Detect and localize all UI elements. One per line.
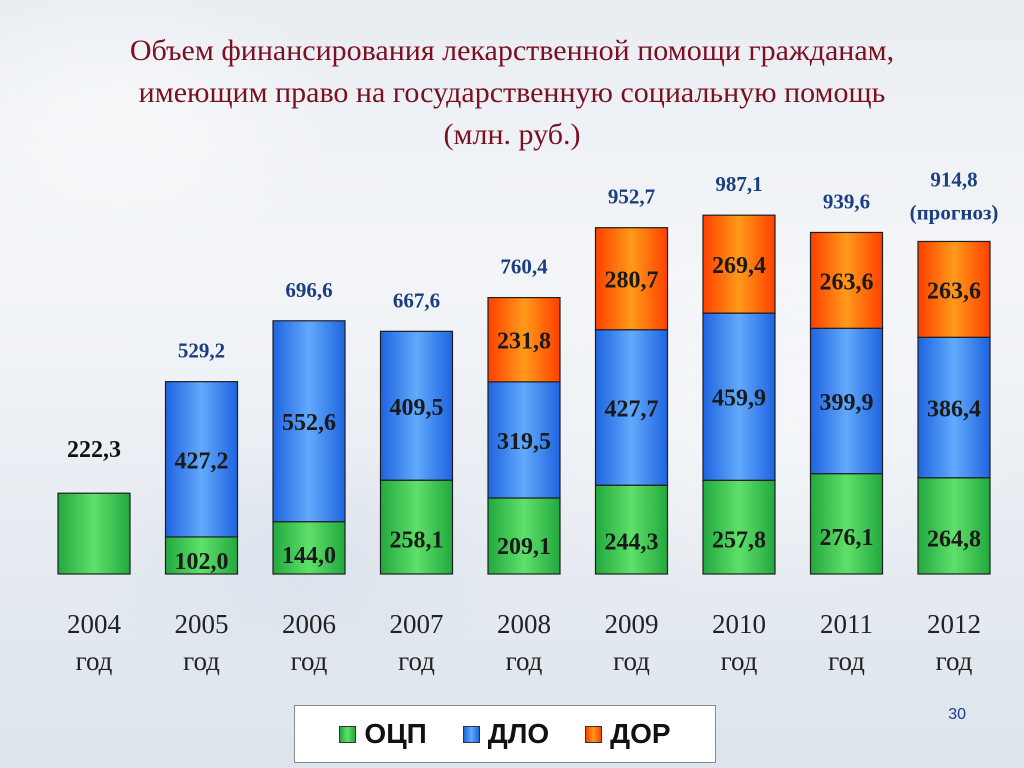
total-label-2010: 987,1 (715, 172, 762, 196)
x-label-2010-line-2: год (721, 646, 758, 676)
legend-swatch-ocp (339, 725, 357, 743)
total-label-2006: 696,6 (285, 278, 332, 302)
x-label-2004-line-2: год (76, 646, 113, 676)
segment-label-dlo-2012: 386,4 (927, 397, 981, 423)
x-label-2011-line-2: год (828, 646, 865, 676)
total-label-2008: 760,4 (500, 255, 548, 279)
legend-item-dor: ДОР (585, 718, 671, 750)
segment-label-ocp-2006: 144,0 (282, 543, 336, 569)
bar-ocp-2009 (594, 484, 669, 575)
total-label-2007: 667,6 (393, 288, 440, 312)
bar-dor-2009 (594, 227, 669, 331)
x-label-2005-line-2: год (183, 646, 220, 676)
bar-dlo-2010 (702, 312, 776, 481)
title-line-3: (млн. руб.) (443, 118, 581, 151)
total-label-2012: 914,8 (930, 167, 977, 191)
segment-label-dlo-2005: 427,2 (175, 448, 229, 474)
segment-label-dor-2009: 280,7 (605, 268, 659, 294)
segment-label-ocp-2010: 257,8 (712, 527, 766, 553)
x-label-2010-line-1: 2010 (712, 609, 766, 639)
x-label-2011-line-1: 2011 (820, 609, 873, 639)
x-label-2007-line-2: год (398, 646, 435, 676)
total-label-2005: 529,2 (178, 339, 225, 363)
legend-label-ocp: ОЦП (364, 718, 427, 749)
legend-label-dlo: ДЛО (487, 718, 550, 749)
x-label-2005-line-1: 2005 (175, 609, 229, 639)
segment-label-dlo-2009: 427,7 (605, 396, 659, 422)
bar-ocp-2007 (379, 479, 454, 575)
bar-dlo-2005 (164, 381, 239, 538)
segment-label-ocp-2008: 209,1 (497, 534, 551, 560)
bar-ocp-2012 (917, 477, 991, 575)
legend-item-ocp: ОЦП (339, 718, 427, 750)
segment-label-ocp-2012: 264,8 (927, 526, 981, 552)
x-label-2009-line-2: год (613, 646, 650, 676)
bar-ocp-2008 (487, 497, 561, 575)
x-label-2004-line-1: 2004 (67, 609, 122, 639)
x-label-2012-line-1: 2012 (927, 609, 981, 639)
chart-legend: ОЦП ДЛО ДОР (294, 705, 716, 763)
title-line-1: Объем финансирования лекарственной помощ… (129, 34, 895, 67)
segment-label-dlo-2008: 319,5 (497, 429, 551, 455)
bar-dlo-2011 (809, 327, 884, 475)
bars-group (57, 214, 991, 575)
total-label-2009: 952,7 (608, 185, 655, 209)
legend-item-dlo: ДЛО (462, 718, 550, 750)
segment-label-dlo-2010: 459,9 (712, 386, 766, 412)
total-note-2012: (прогноз) (910, 200, 999, 224)
segment-label-ocp-2007: 258,1 (390, 527, 444, 553)
legend-swatch-dlo (462, 725, 480, 743)
x-label-2009-line-1: 2009 (605, 609, 659, 639)
slide-title: Объем финансирования лекарственной помощ… (40, 30, 984, 156)
bar-dor-2008 (487, 296, 561, 383)
x-label-2006-line-1: 2006 (282, 609, 336, 639)
segment-label-dor-2010: 269,4 (712, 253, 766, 279)
bar-dlo-2006 (272, 320, 346, 523)
bar-dor-2010 (702, 214, 776, 314)
bar-ocp-2004 (57, 492, 131, 575)
bar-ocp-2010 (702, 479, 776, 575)
segment-label-ocp-2005: 102,0 (175, 549, 229, 575)
segment-label-dor-2012: 263,6 (927, 278, 981, 304)
segment-label-dor-2008: 231,8 (497, 329, 551, 355)
bar-dor-2012 (917, 240, 991, 338)
segment-label-ocp-2009: 244,3 (605, 529, 659, 555)
segment-label-ocp-2011: 276,1 (820, 525, 874, 551)
legend-swatch-dor (585, 725, 603, 743)
legend-label-dor: ДОР (610, 718, 671, 749)
segment-label-dor-2011: 263,6 (820, 269, 874, 295)
total-label-2004: 222,3 (67, 437, 121, 463)
x-label-2008-line-2: год (506, 646, 543, 676)
x-axis-labels-group: 2004 год 2005 год 2006 год 2007 год 2008 год 2009 г… (67, 609, 981, 676)
segment-labels-group: 102,0 427,2 144,0 552,6 258,1 409,5 209,1 319,5… (175, 253, 982, 575)
bar-dor-2011 (809, 231, 884, 329)
bar-dlo-2007 (379, 330, 454, 481)
x-label-2007-line-1: 2007 (390, 609, 444, 639)
total-labels-group: 222,3 529,2 696,6 667,6 760,4 952,7 987,1 939,6… (67, 167, 998, 463)
bar-ocp-2011 (809, 473, 884, 575)
x-label-2012-line-2: год (936, 646, 973, 676)
bar-dlo-2012 (917, 336, 991, 479)
total-label-2011: 939,6 (823, 189, 870, 213)
segment-label-dlo-2007: 409,5 (390, 395, 444, 421)
x-label-2006-line-2: год (291, 646, 328, 676)
title-line-2: имеющим право на государственную социаль… (138, 76, 886, 109)
x-label-2008-line-1: 2008 (497, 609, 551, 639)
bar-dlo-2009 (594, 329, 669, 486)
segment-label-dlo-2006: 552,6 (282, 410, 336, 436)
segment-label-dlo-2011: 399,9 (820, 390, 874, 416)
page-number: 30 (948, 706, 966, 723)
stacked-bar-chart: 102,0 427,2 144,0 552,6 258,1 409,5 209,1 319,5… (57, 167, 998, 676)
